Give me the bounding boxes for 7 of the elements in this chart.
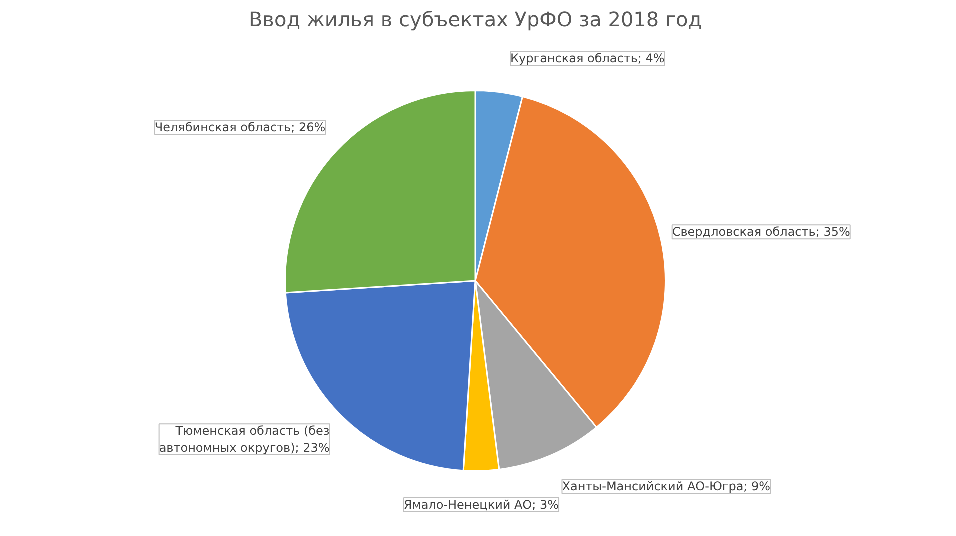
- chart-title: Ввод жилья в субъектах УрФО за 2018 год: [248, 8, 702, 32]
- slice-label: Ханты-Мансийский АО-Югра; 9%: [562, 480, 771, 494]
- slice-label: Ямало-Ненецкий АО; 3%: [404, 498, 560, 512]
- slice-label: Тюменская область (без автономных округов); 23%: [159, 424, 330, 455]
- slice-label: Курганская область; 4%: [510, 52, 665, 66]
- slice-label: Свердловская область; 35%: [672, 225, 850, 240]
- slice-label: Челябинская область; 26%: [154, 120, 326, 135]
